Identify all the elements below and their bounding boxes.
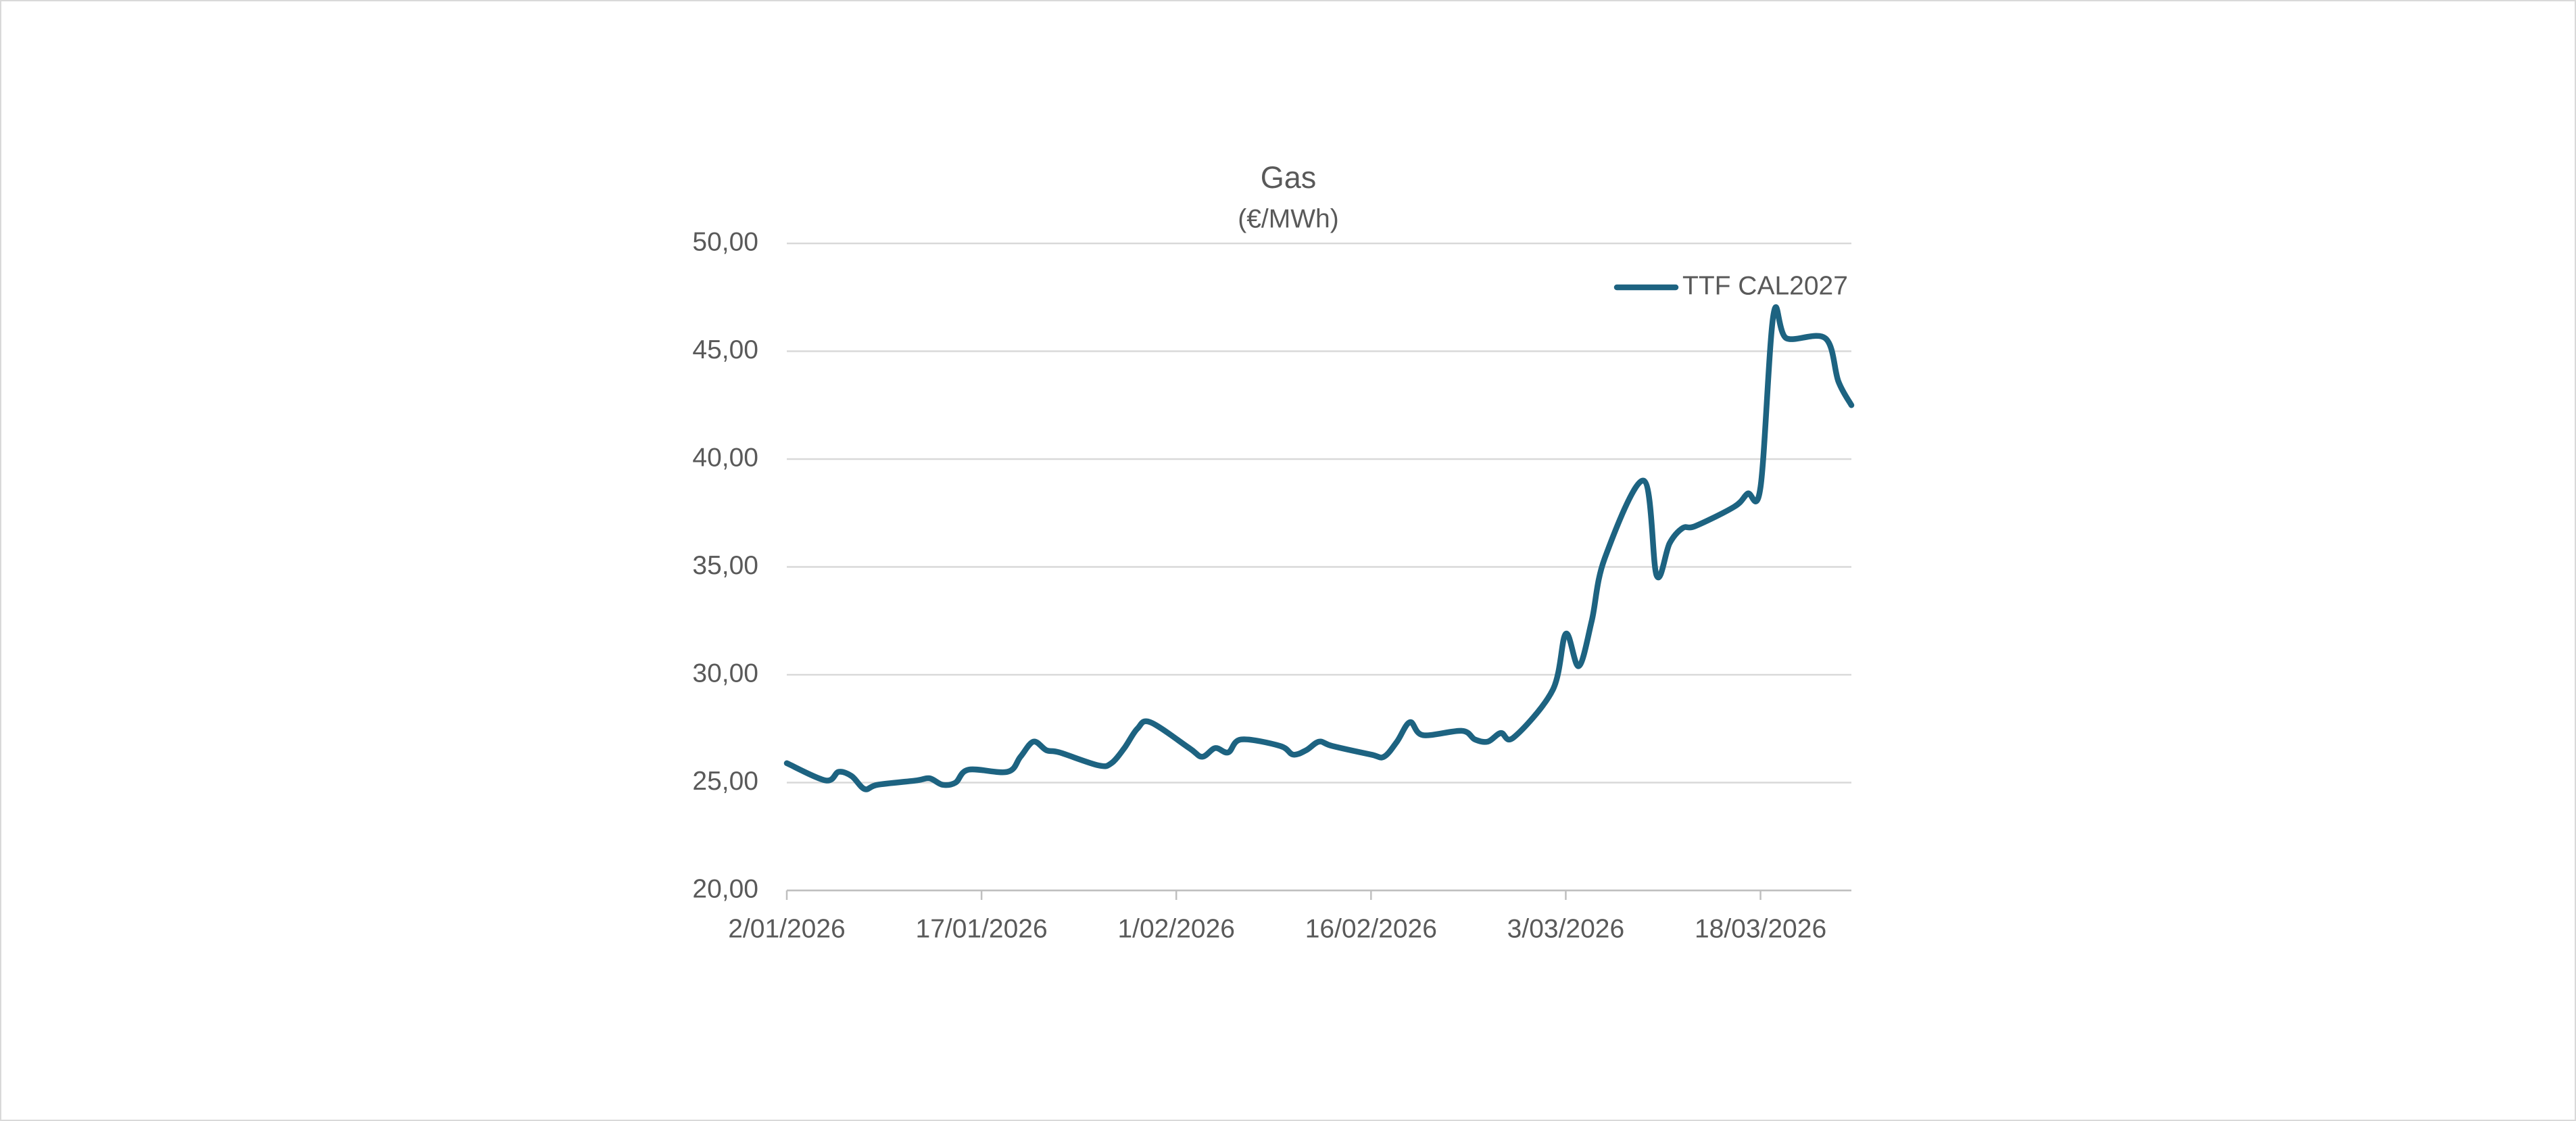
x-tick-label: 2/01/2026	[728, 914, 846, 943]
chart-title: Gas	[1261, 160, 1317, 195]
y-tick-label: 40,00	[692, 443, 758, 472]
y-tick-label: 35,00	[692, 551, 758, 580]
legend-label: TTF CAL2027	[1682, 271, 1848, 300]
x-tick-label: 18/03/2026	[1695, 914, 1826, 943]
y-tick-label: 30,00	[692, 659, 758, 688]
x-tick-label: 17/01/2026	[916, 914, 1048, 943]
line-series	[783, 304, 1855, 792]
x-tick-label: 3/03/2026	[1507, 914, 1625, 943]
y-tick-label: 25,00	[692, 767, 758, 796]
y-tick-label: 45,00	[692, 335, 758, 364]
chart-subtitle: (€/MWh)	[1238, 204, 1339, 233]
y-tick-label: 20,00	[692, 874, 758, 903]
y-tick-label: 50,00	[692, 227, 758, 256]
x-tick-label: 16/02/2026	[1305, 914, 1437, 943]
x-tick-label: 1/02/2026	[1117, 914, 1235, 943]
